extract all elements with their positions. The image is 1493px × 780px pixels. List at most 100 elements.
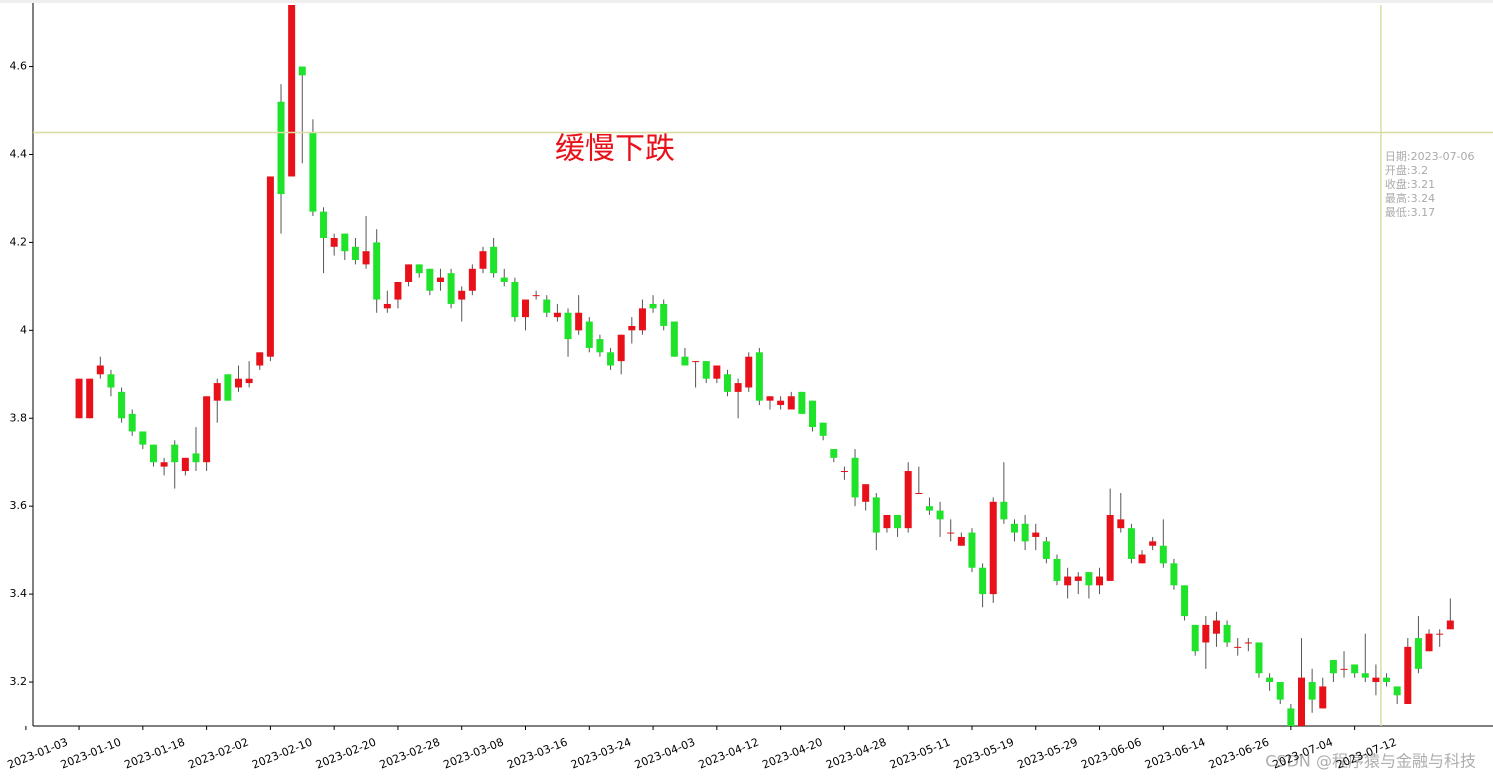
x-tick-label: 2023-03-16	[505, 736, 569, 772]
candle-body	[139, 431, 147, 445]
candle-body	[957, 536, 965, 546]
candle-body	[532, 295, 540, 297]
y-tick-label: 4	[20, 323, 27, 336]
x-tick-label: 2023-01-03	[6, 736, 70, 772]
candle-body	[638, 308, 646, 331]
candle-body	[1212, 620, 1220, 634]
candle-body	[1085, 572, 1093, 586]
candle-body	[777, 400, 785, 406]
candle-body	[405, 264, 413, 282]
candle-body	[1351, 664, 1359, 674]
candle-body	[1425, 633, 1433, 652]
x-tick-label: 2023-04-28	[824, 736, 888, 772]
candle-body	[107, 374, 115, 388]
candle-body	[1255, 642, 1263, 674]
candle-body	[1096, 576, 1104, 586]
candle-body	[1149, 541, 1157, 546]
candle-body	[213, 383, 221, 401]
candle-body	[1319, 686, 1327, 709]
candle-body	[436, 277, 444, 282]
candle-body	[585, 321, 593, 348]
candle-body	[447, 273, 455, 304]
candle-body	[1021, 523, 1029, 542]
watermark: CSDN @程序猿与金融与科技	[1265, 752, 1476, 771]
candle-body	[936, 510, 944, 520]
candle-body	[415, 264, 423, 274]
candle-body	[266, 176, 274, 357]
x-tick-label: 2023-04-12	[697, 736, 761, 772]
candle-body	[373, 242, 381, 300]
top-border	[0, 0, 1493, 3]
tooltip-line: 收盘:3.21	[1385, 177, 1435, 191]
x-tick-label: 2023-02-20	[314, 736, 378, 772]
candle-body	[1308, 682, 1316, 700]
x-tick-label: 2023-04-20	[760, 736, 824, 772]
candle-body	[468, 268, 476, 291]
candle-body	[798, 391, 806, 414]
candle-body	[915, 492, 923, 494]
y-tick-label: 3.8	[10, 411, 28, 424]
tooltip-line: 开盘:3.2	[1385, 163, 1428, 177]
candle-body	[1138, 554, 1146, 564]
y-tick-label: 3.2	[10, 675, 28, 688]
candle-body	[840, 471, 848, 473]
x-tick-label: 2023-03-08	[441, 736, 505, 772]
candle-body	[745, 356, 753, 388]
candle-body	[277, 101, 285, 195]
candle-body	[1266, 677, 1274, 683]
candle-body	[925, 506, 933, 511]
y-tick-label: 4.6	[10, 60, 28, 73]
candle-body	[479, 251, 487, 269]
candle-body	[1329, 660, 1337, 674]
y-tick-label: 3.6	[10, 499, 28, 512]
candle-body	[723, 374, 731, 392]
candle-body	[86, 378, 94, 419]
candle-body	[766, 396, 774, 401]
x-tick-label: 2023-05-29	[1015, 736, 1079, 772]
annotation: 缓慢下跌	[555, 132, 675, 167]
candle-body	[830, 449, 838, 458]
candle-body	[1159, 545, 1167, 564]
candle-body	[575, 312, 583, 331]
candle-body	[160, 462, 168, 467]
y-tick-label: 3.4	[10, 587, 28, 600]
tooltip-line: 日期:2023-07-06	[1385, 150, 1475, 163]
candle-body	[458, 290, 466, 300]
candle-body	[755, 352, 763, 401]
y-tick-label: 4.4	[10, 147, 28, 160]
candle-body	[1414, 638, 1422, 669]
candle-body	[904, 471, 912, 529]
x-tick-label: 2023-06-26	[1207, 736, 1271, 772]
candle-body	[1000, 501, 1008, 520]
candle-body	[511, 281, 519, 318]
candle-body	[979, 567, 987, 595]
candle-body	[256, 352, 264, 366]
x-tick-label: 2023-01-18	[123, 736, 187, 772]
candle-body	[1064, 576, 1072, 586]
candle-body	[1074, 576, 1082, 581]
candle-body	[681, 356, 689, 366]
tooltip-line: 最低:3.17	[1385, 206, 1435, 219]
candle-body	[351, 246, 359, 260]
candle-body	[149, 444, 157, 463]
candle-body	[288, 5, 296, 177]
candle-body	[670, 321, 678, 357]
candle-body	[1244, 642, 1252, 644]
y-tick-label: 4.2	[10, 235, 28, 248]
x-tick-label: 2023-02-10	[250, 736, 314, 772]
candle-body	[607, 352, 615, 366]
candle-body	[383, 303, 391, 309]
x-tick-label: 2023-01-10	[59, 736, 123, 772]
candle-body	[713, 365, 721, 379]
candle-body	[1287, 708, 1295, 726]
candle-body	[564, 312, 572, 340]
candle-body	[617, 334, 625, 362]
candle-body	[787, 396, 795, 410]
candle-body	[235, 378, 242, 388]
candle-body	[1170, 563, 1178, 586]
candle-body	[1234, 646, 1242, 648]
candle-body	[181, 457, 189, 472]
candle-body	[426, 268, 434, 291]
candle-body	[224, 374, 232, 401]
x-tick-label: 2023-05-11	[888, 736, 952, 772]
